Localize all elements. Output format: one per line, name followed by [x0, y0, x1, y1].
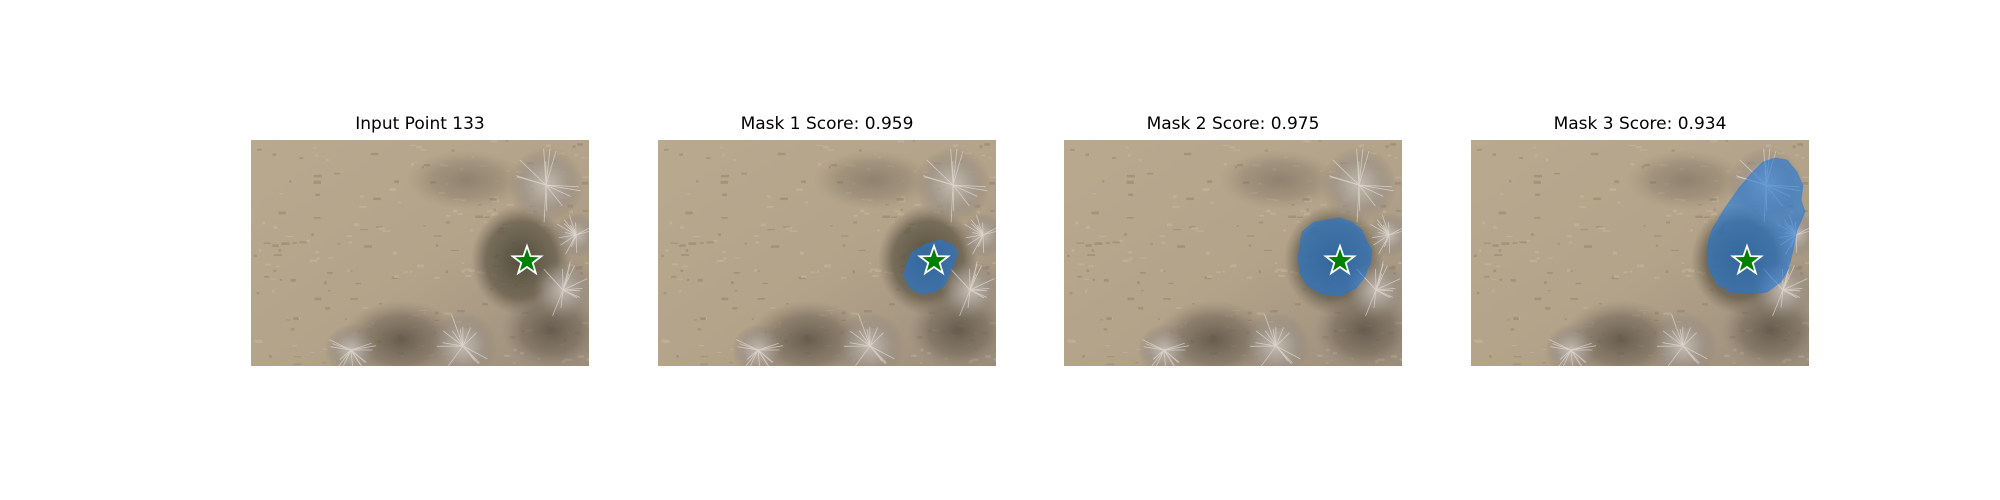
- panel-title: Input Point 133: [355, 114, 485, 134]
- panel-mask-1: Mask 1 Score: 0.959: [658, 112, 996, 370]
- bare-shrub: [732, 324, 784, 366]
- shadow-patch: [406, 150, 526, 210]
- star-icon: [1323, 243, 1357, 276]
- shrub-twigs: [543, 261, 588, 317]
- shrub-twigs: [1656, 314, 1708, 366]
- bare-shrub: [325, 324, 377, 366]
- shrub-twigs: [1549, 339, 1597, 366]
- panel-mask-3: Mask 3 Score: 0.934: [1471, 112, 1809, 370]
- aerial-photo: [251, 140, 589, 366]
- shadow-patch: [1626, 150, 1746, 210]
- aerial-photo: [658, 140, 996, 366]
- shrub-twigs: [1142, 339, 1190, 366]
- panel-mask-2: Mask 2 Score: 0.975: [1064, 112, 1402, 370]
- bare-shrub: [1545, 324, 1597, 366]
- shrub-twigs: [516, 148, 581, 223]
- bare-shrub: [1138, 324, 1190, 366]
- bare-shrub: [1367, 213, 1402, 257]
- shrub-twigs: [1356, 261, 1401, 317]
- bare-shrub: [940, 260, 996, 320]
- segmentation-mask: [1706, 157, 1806, 295]
- star-icon: [510, 243, 544, 276]
- shrub-twigs: [923, 148, 988, 223]
- aerial-photo: [1064, 140, 1402, 366]
- star-icon: [917, 243, 951, 276]
- shrub-twigs: [557, 215, 589, 255]
- shrub-twigs: [843, 314, 895, 366]
- shrub-twigs: [950, 261, 995, 317]
- panel-title: Mask 3 Score: 0.934: [1553, 114, 1727, 134]
- shrub-twigs: [1329, 148, 1394, 223]
- shrub-twigs: [736, 339, 784, 366]
- shadow-patch: [1219, 150, 1339, 210]
- star-icon: [1730, 243, 1764, 276]
- aerial-photo: [1471, 140, 1809, 366]
- panel-title: Mask 1 Score: 0.959: [740, 114, 914, 134]
- shrub-twigs: [436, 314, 488, 366]
- panel-input-point: Input Point 133: [251, 112, 589, 370]
- shrub-twigs: [329, 339, 377, 366]
- bare-shrub: [554, 213, 589, 257]
- shrub-twigs: [964, 215, 996, 255]
- shrub-twigs: [1249, 314, 1301, 366]
- shrub-twigs: [1370, 215, 1402, 255]
- bare-shrub: [533, 260, 589, 320]
- panel-title: Mask 2 Score: 0.975: [1146, 114, 1320, 134]
- shadow-patch: [813, 150, 933, 210]
- bare-shrub: [961, 213, 996, 257]
